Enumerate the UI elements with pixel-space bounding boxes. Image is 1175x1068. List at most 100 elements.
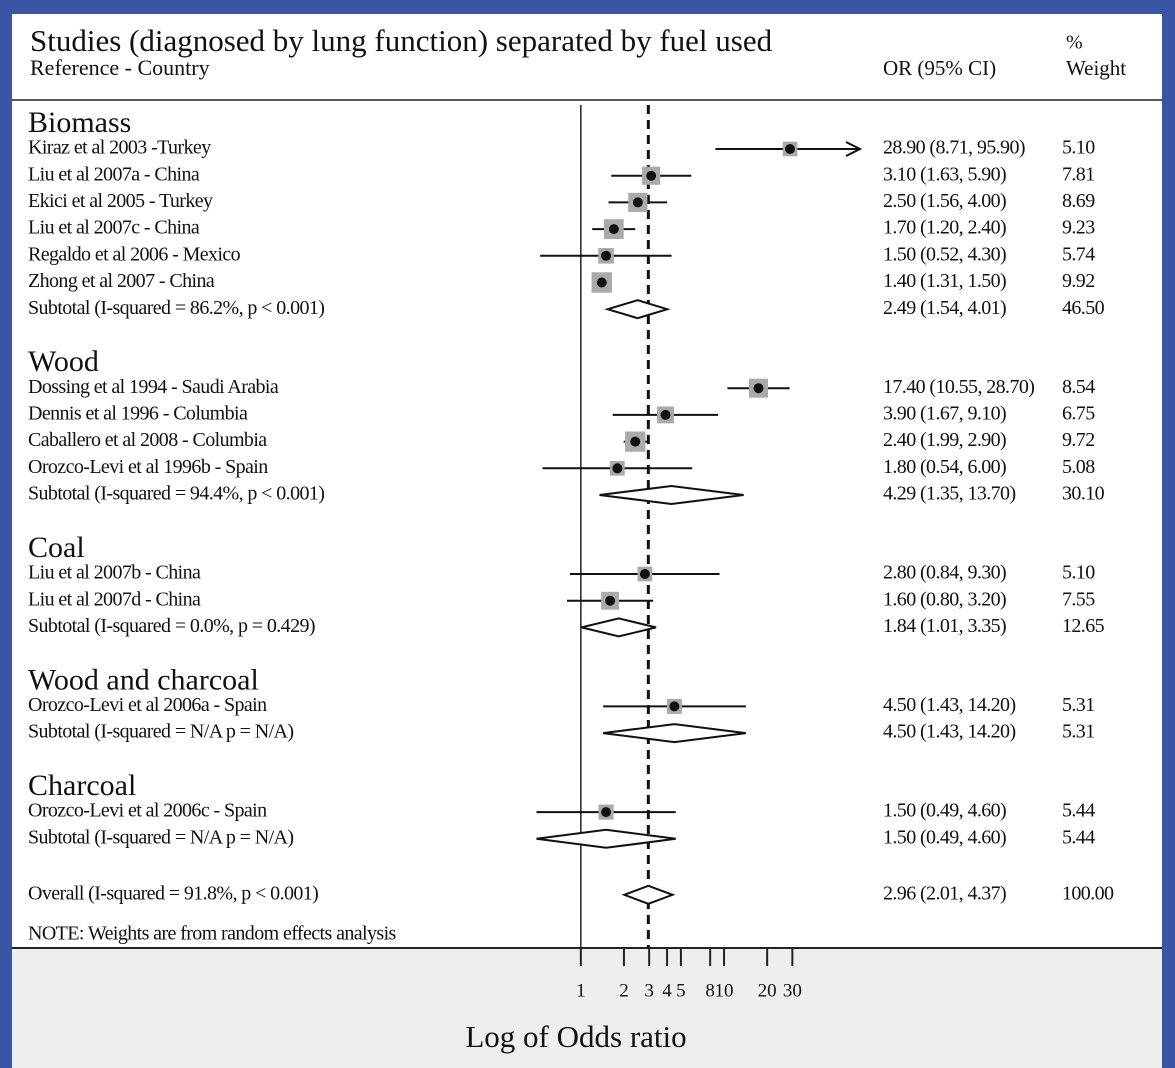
point-estimate [605,595,616,606]
point-estimate [639,569,650,579]
or-text: 3.10 (1.63, 5.90) [883,163,1006,185]
group-title: Wood and charcoal [28,663,259,696]
x-tick-label: 30 [783,980,802,1001]
row-label: Liu et al 2007d - China [28,588,201,610]
x-tick-label: 8 [705,980,715,1001]
weight-text: 8.54 [1062,376,1095,398]
or-header: OR (95% CI) [883,56,996,80]
row-label: Subtotal (I-squared = N/A p = N/A) [28,721,293,743]
weight-text: 7.55 [1062,588,1095,610]
row-label: Subtotal (I-squared = 86.2%, p < 0.001) [28,297,324,319]
weight-text: 6.75 [1062,402,1095,424]
x-tick-label: 2 [619,980,629,1001]
weight-text: 9.23 [1062,217,1095,239]
x-tick-label: 5 [676,980,686,1001]
point-estimate [601,807,612,818]
point-estimate [632,197,643,208]
pooled-diamond [621,884,676,905]
row-label: Dennis et al 1996 - Columbia [28,402,248,424]
point-estimate [612,463,623,474]
or-text: 1.50 (0.52, 4.30) [883,243,1006,265]
row-label: Kiraz et al 2003 -Turkey [28,137,211,159]
x-tick-label: 1 [576,980,586,1001]
row-label: Orozco-Levi et al 2006c - Spain [28,800,267,822]
weight-text: 9.92 [1062,270,1095,292]
point-estimate [646,170,657,181]
group-title: Charcoal [28,769,136,802]
point-estimate [785,144,796,154]
weight-text: 5.74 [1062,243,1095,265]
or-text: 1.60 (0.80, 3.20) [883,588,1006,610]
row-label: Caballero et al 2008 - Columbia [28,429,267,451]
row-label: Liu et al 2007b - China [28,562,201,584]
row-label: Liu et al 2007c - China [28,217,200,239]
pooled-diamond [599,484,744,506]
group-title: Wood [28,345,99,378]
row-label: Liu et al 2007a - China [28,163,200,185]
panel [12,14,1162,1068]
weight-text: 12.65 [1062,615,1105,637]
x-tick-label: 10 [715,980,734,1001]
point-estimate [630,436,641,447]
x-tick-label: 3 [644,980,654,1001]
axis-band [12,948,1162,1068]
weight-text: 100.00 [1062,882,1114,904]
weight-text: 8.69 [1062,190,1095,212]
weight-header-top: % [1066,32,1083,54]
row-label: Orozco-Levi et al 2006a - Spain [28,694,267,716]
row-label: Overall (I-squared = 91.8%, p < 0.001) [28,882,318,904]
or-text: 2.96 (2.01, 4.37) [883,882,1006,904]
row-label: Subtotal (I-squared = 0.0%, p = 0.429) [28,615,315,637]
pooled-diamond [602,723,746,744]
weight-text: 9.72 [1062,429,1095,451]
weight-text: 5.10 [1062,137,1095,159]
reference-header: Reference - Country [30,55,210,80]
weight-text: 5.10 [1062,562,1095,584]
weight-text: 5.31 [1062,694,1095,716]
or-text: 4.29 (1.35, 13.70) [883,483,1016,505]
row-label: Orozco-Levi et al 1996b - Spain [28,456,268,478]
or-text: 1.50 (0.49, 4.60) [883,826,1006,848]
weight-text: 5.31 [1062,721,1095,743]
x-tick-label: 20 [758,980,777,1001]
or-text: 2.50 (1.56, 4.00) [883,190,1006,212]
weight-text: 30.10 [1062,483,1105,505]
or-text: 17.40 (10.55, 28.70) [883,376,1034,398]
or-text: 2.49 (1.54, 4.01) [883,297,1006,319]
or-text: 28.90 (8.71, 95.90) [883,137,1025,159]
row-label: Dossing et al 1994 - Saudi Arabia [28,376,279,398]
row-label: Ekici et al 2005 - Turkey [28,190,213,212]
or-text: 1.50 (0.49, 4.60) [883,800,1006,822]
or-text: 1.70 (1.20, 2.40) [883,217,1006,239]
note: NOTE: Weights are from random effects an… [28,922,397,944]
or-text: 4.50 (1.43, 14.20) [883,694,1016,716]
row-label: Subtotal (I-squared = N/A p = N/A) [28,826,293,848]
row-label: Regaldo et al 2006 - Mexico [28,243,241,265]
or-text: 1.40 (1.31, 1.50) [883,270,1006,292]
x-tick-label: 4 [662,980,672,1001]
point-estimate [660,409,671,420]
point-estimate [596,277,607,288]
row-label: Subtotal (I-squared = 94.4%, p < 0.001) [28,483,324,505]
or-text: 1.84 (1.01, 3.35) [883,615,1006,637]
weight-text: 5.44 [1062,800,1095,822]
chart-title: Studies (diagnosed by lung function) sep… [30,23,773,58]
weight-text: 7.81 [1062,163,1095,185]
arrow-head [845,141,863,157]
group-title: Biomass [28,106,131,139]
point-estimate [608,224,619,235]
weight-header: Weight [1066,56,1126,80]
or-text: 1.80 (0.54, 6.00) [883,456,1006,478]
or-text: 2.80 (0.84, 9.30) [883,562,1006,584]
pooled-diamond [536,828,676,849]
x-axis-label: Log of Odds ratio [465,1019,686,1054]
point-estimate [753,383,764,394]
or-text: 2.40 (1.99, 2.90) [883,429,1006,451]
weight-text: 5.08 [1062,456,1095,478]
row-label: Zhong et al 2007 - China [28,270,215,292]
or-text: 3.90 (1.67, 9.10) [883,402,1006,424]
point-estimate [669,701,680,712]
weight-text: 5.44 [1062,826,1095,848]
group-title: Coal [28,531,85,564]
